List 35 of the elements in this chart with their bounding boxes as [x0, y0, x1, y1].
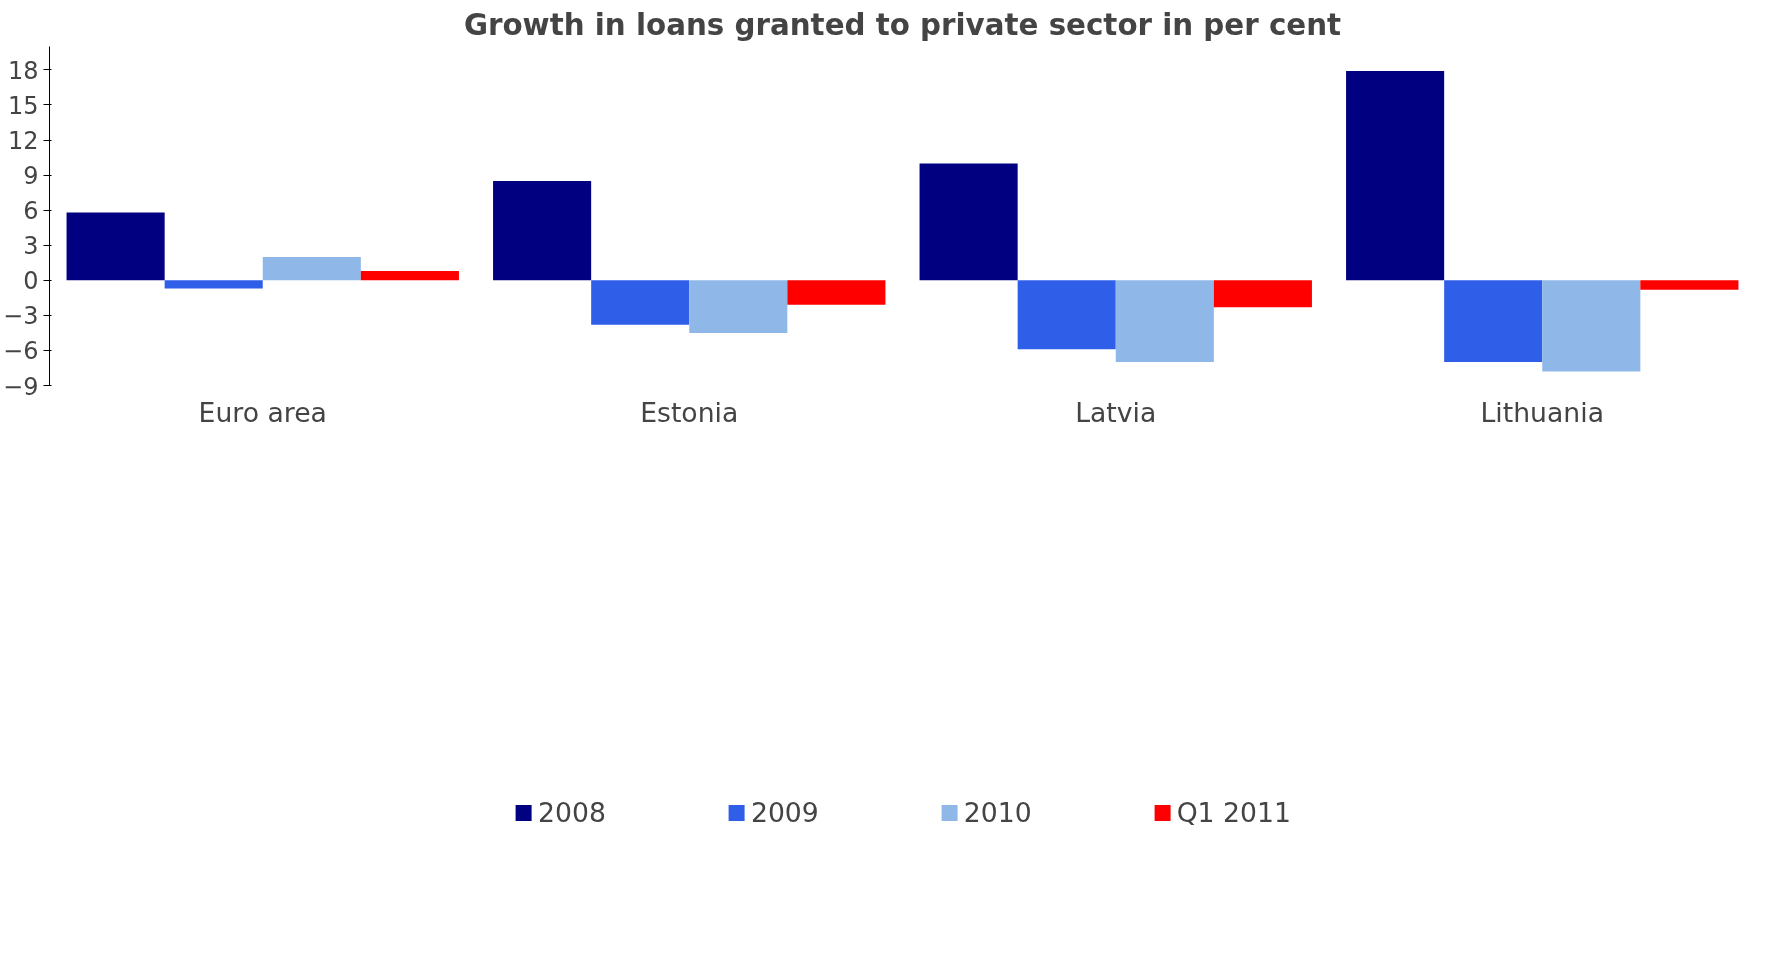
bar — [493, 180, 592, 281]
bar — [1017, 280, 1116, 350]
bar — [1346, 71, 1445, 281]
bar — [591, 280, 690, 325]
y-tick-label: 12 — [7, 127, 39, 156]
legend-label: 2008 — [538, 796, 606, 828]
y-tick-label: 6 — [23, 197, 39, 226]
y-tick-label: 9 — [23, 162, 39, 191]
bar — [262, 256, 361, 281]
bar — [1640, 280, 1739, 290]
bar — [1115, 280, 1214, 363]
x-tick-label: Lithuania — [1480, 396, 1604, 428]
legend-label: 2010 — [963, 796, 1032, 828]
bar — [689, 280, 788, 333]
bar — [1213, 280, 1312, 308]
bar — [164, 280, 263, 289]
y-tick-label: −3 — [3, 302, 39, 331]
chart-title: Growth in loans granted to private sector in per cent — [463, 7, 1342, 42]
y-tick-label: −9 — [3, 372, 39, 401]
x-tick-label: Euro area — [198, 396, 327, 428]
y-tick-label: 0 — [23, 267, 39, 296]
bar — [360, 270, 459, 281]
bar — [66, 212, 165, 281]
legend-label: 2009 — [750, 796, 819, 828]
bar — [919, 163, 1018, 281]
bar — [787, 280, 886, 305]
bar — [1444, 280, 1543, 363]
legend-label: Q1 2011 — [1176, 796, 1291, 828]
y-tick-label: 3 — [23, 232, 39, 261]
y-tick-label: −6 — [3, 337, 39, 366]
bar — [1542, 280, 1641, 372]
x-tick-label: Estonia — [640, 396, 739, 428]
y-tick-label: 18 — [7, 56, 39, 85]
y-tick-label: 15 — [7, 91, 39, 120]
x-tick-label: Latvia — [1075, 396, 1157, 428]
